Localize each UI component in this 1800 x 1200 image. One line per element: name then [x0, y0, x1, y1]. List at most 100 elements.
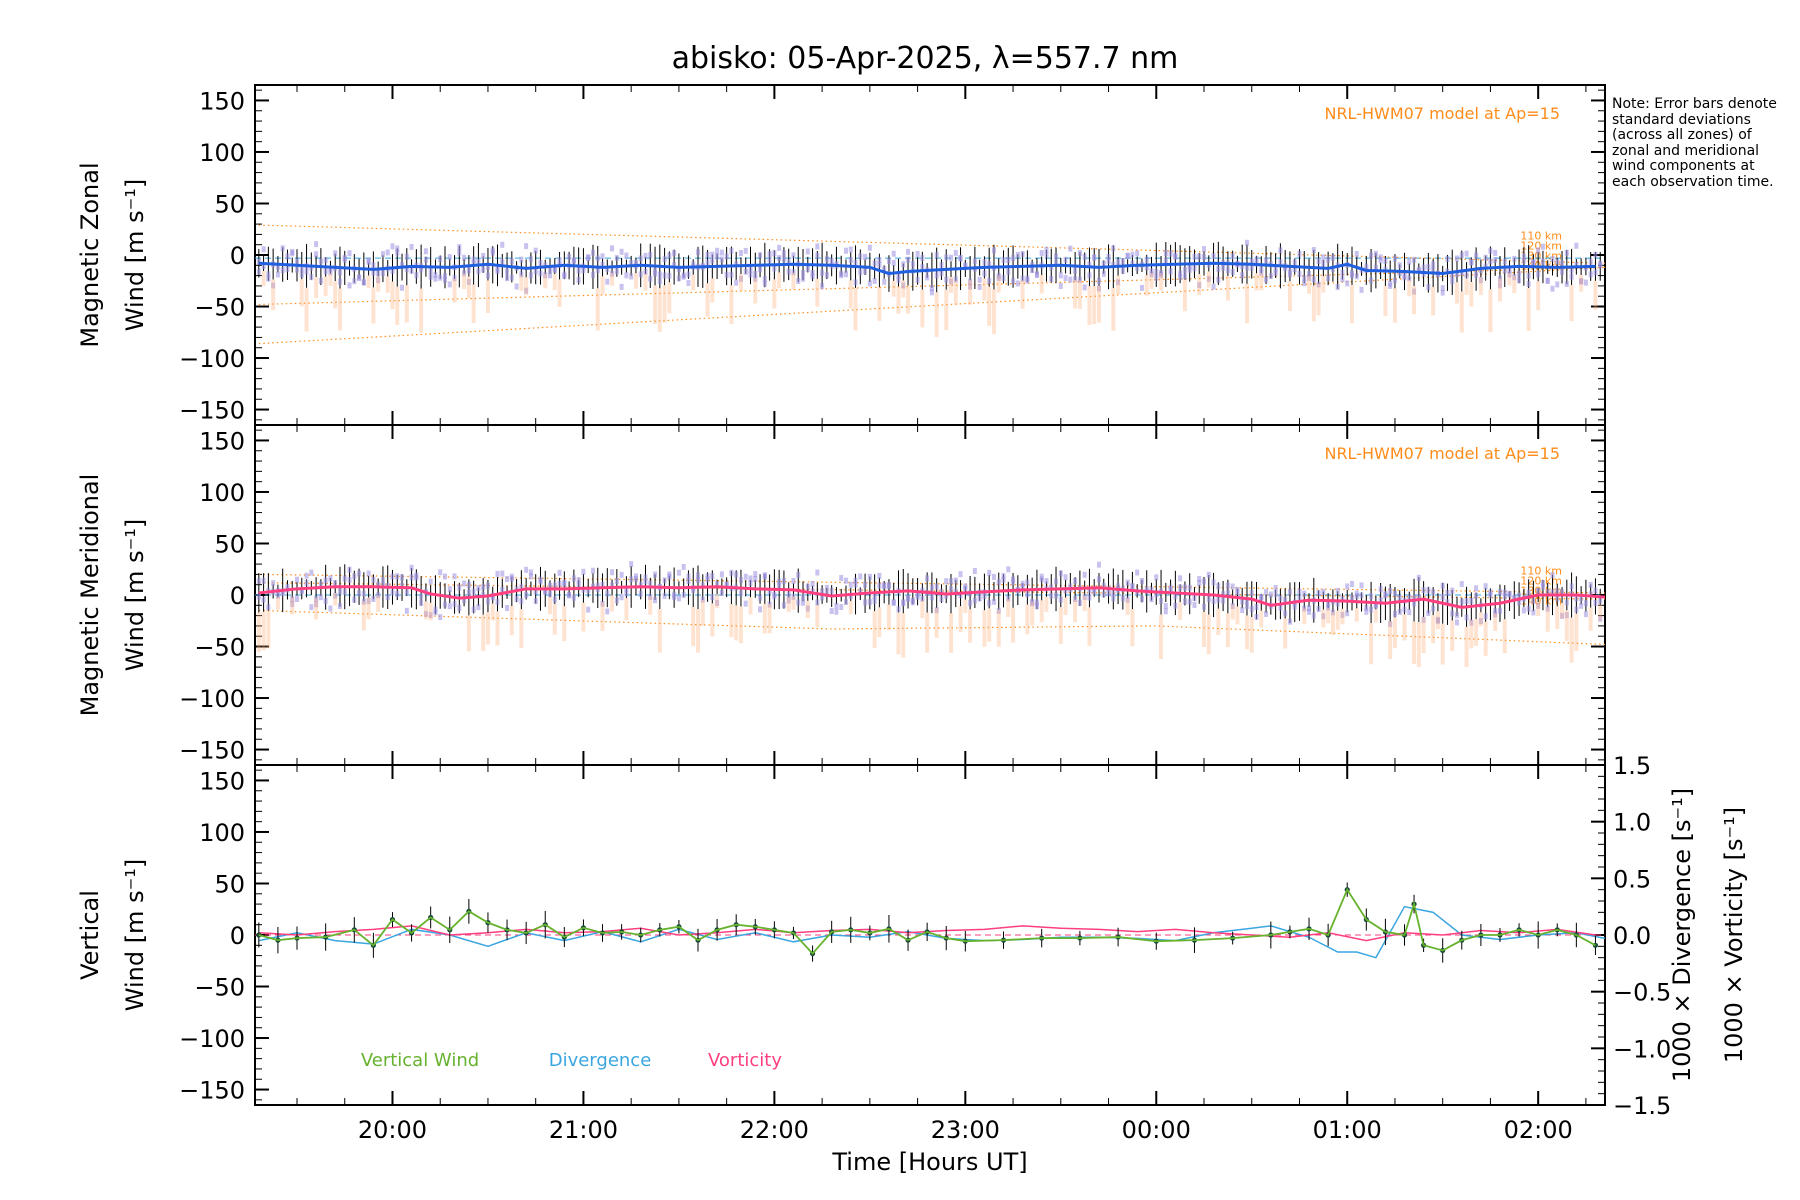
scatter-marker — [1116, 259, 1121, 266]
scatter-marker — [848, 256, 853, 263]
scatter-marker — [295, 596, 300, 603]
scatter-marker — [1173, 252, 1178, 259]
scatter-marker — [624, 272, 629, 279]
scatter-marker — [500, 586, 505, 593]
scatter-marker — [509, 274, 514, 281]
spread-marker — [1555, 606, 1560, 629]
scatter-marker — [681, 592, 686, 599]
scatter-marker — [743, 268, 748, 275]
scatter-marker — [829, 257, 834, 264]
scatter-marker — [462, 254, 467, 261]
scatter-marker — [715, 247, 720, 254]
scatter-marker — [309, 604, 314, 611]
scatter-marker — [1249, 264, 1254, 271]
scatter-marker — [1540, 583, 1545, 590]
scatter-marker — [290, 248, 295, 255]
scatter-marker — [1192, 595, 1197, 602]
x-tick-label: 00:00 — [1122, 1116, 1191, 1144]
scatter-marker — [1154, 274, 1159, 281]
spread-marker — [299, 279, 304, 307]
scatter-marker — [1287, 588, 1292, 595]
scatter-marker — [1268, 591, 1273, 598]
scatter-marker — [767, 251, 772, 258]
scatter-marker — [433, 606, 438, 613]
scatter-marker — [1531, 598, 1536, 605]
scatter-marker — [433, 272, 438, 279]
scatter-marker — [1106, 590, 1111, 597]
spread-marker — [815, 278, 820, 307]
spread-marker — [1044, 596, 1049, 612]
scatter-marker — [1440, 594, 1445, 601]
scatter-marker — [1101, 270, 1106, 277]
scatter-marker — [1230, 583, 1235, 590]
scatter-marker — [648, 252, 653, 259]
scatter-marker — [1564, 612, 1569, 619]
scatter-marker — [271, 282, 276, 289]
scatter-marker — [710, 573, 715, 580]
scatter-marker — [1225, 589, 1230, 596]
scatter-marker — [1173, 593, 1178, 600]
spread-marker — [729, 604, 734, 638]
scatter-marker — [619, 248, 624, 255]
scatter-marker — [710, 594, 715, 601]
scatter-marker — [347, 576, 352, 583]
scatter-marker — [676, 569, 681, 576]
spread-marker — [1469, 620, 1474, 649]
scatter-marker — [1364, 604, 1369, 611]
spread-marker — [1058, 607, 1063, 644]
scatter-marker — [1168, 586, 1173, 593]
scatter-marker — [915, 593, 920, 600]
scatter-marker — [395, 590, 400, 597]
scatter-marker — [1101, 582, 1106, 589]
scatter-marker — [309, 274, 314, 281]
scatter-marker — [1335, 587, 1340, 594]
spread-marker — [466, 276, 471, 299]
scatter-marker — [299, 587, 304, 594]
scatter-marker — [1440, 289, 1445, 296]
scatter-marker — [1087, 272, 1092, 279]
scatter-marker — [605, 278, 610, 285]
scatter-marker — [1125, 579, 1130, 586]
scatter-marker — [1364, 263, 1369, 270]
scatter-group — [256, 239, 1603, 337]
scatter-marker — [991, 247, 996, 254]
scatter-marker — [901, 261, 906, 268]
scatter-marker — [1106, 254, 1111, 261]
scatter-marker — [1125, 252, 1130, 259]
y-tick-label: 100 — [199, 139, 245, 167]
scatter-marker — [371, 576, 376, 583]
y-tick-label: −50 — [194, 634, 245, 662]
scatter-marker — [1407, 594, 1412, 601]
scatter-marker — [963, 585, 968, 592]
scatter-marker — [729, 569, 734, 576]
spread-marker — [1569, 617, 1574, 663]
spread-marker — [949, 277, 954, 293]
scatter-marker — [1273, 590, 1278, 597]
scatter-marker — [1550, 589, 1555, 596]
scatter-marker — [1096, 277, 1101, 284]
scatter-marker — [657, 278, 662, 285]
scatter-marker — [610, 245, 615, 252]
scatter-marker — [471, 606, 476, 613]
scatter-marker — [361, 590, 366, 597]
meridional-wind-line — [258, 585, 1606, 609]
scatter-marker — [1030, 600, 1035, 607]
scatter-marker — [1240, 607, 1245, 614]
scatter-marker — [1264, 589, 1269, 596]
scatter-marker — [949, 278, 954, 285]
scatter-marker — [824, 256, 829, 263]
spread-marker — [738, 606, 743, 644]
scatter-marker — [1483, 583, 1488, 590]
spread-marker — [371, 287, 376, 324]
spread-marker — [557, 279, 562, 307]
scatter-marker — [1202, 603, 1207, 610]
scatter-marker — [1536, 602, 1541, 609]
scatter-marker — [442, 276, 447, 283]
spread-marker — [1392, 617, 1397, 648]
scatter-marker — [1307, 605, 1312, 612]
scatter-marker — [290, 601, 295, 608]
scatter-marker — [796, 599, 801, 606]
spread-marker — [633, 273, 638, 289]
scatter-marker — [1001, 576, 1006, 583]
scatter-marker — [548, 272, 553, 279]
